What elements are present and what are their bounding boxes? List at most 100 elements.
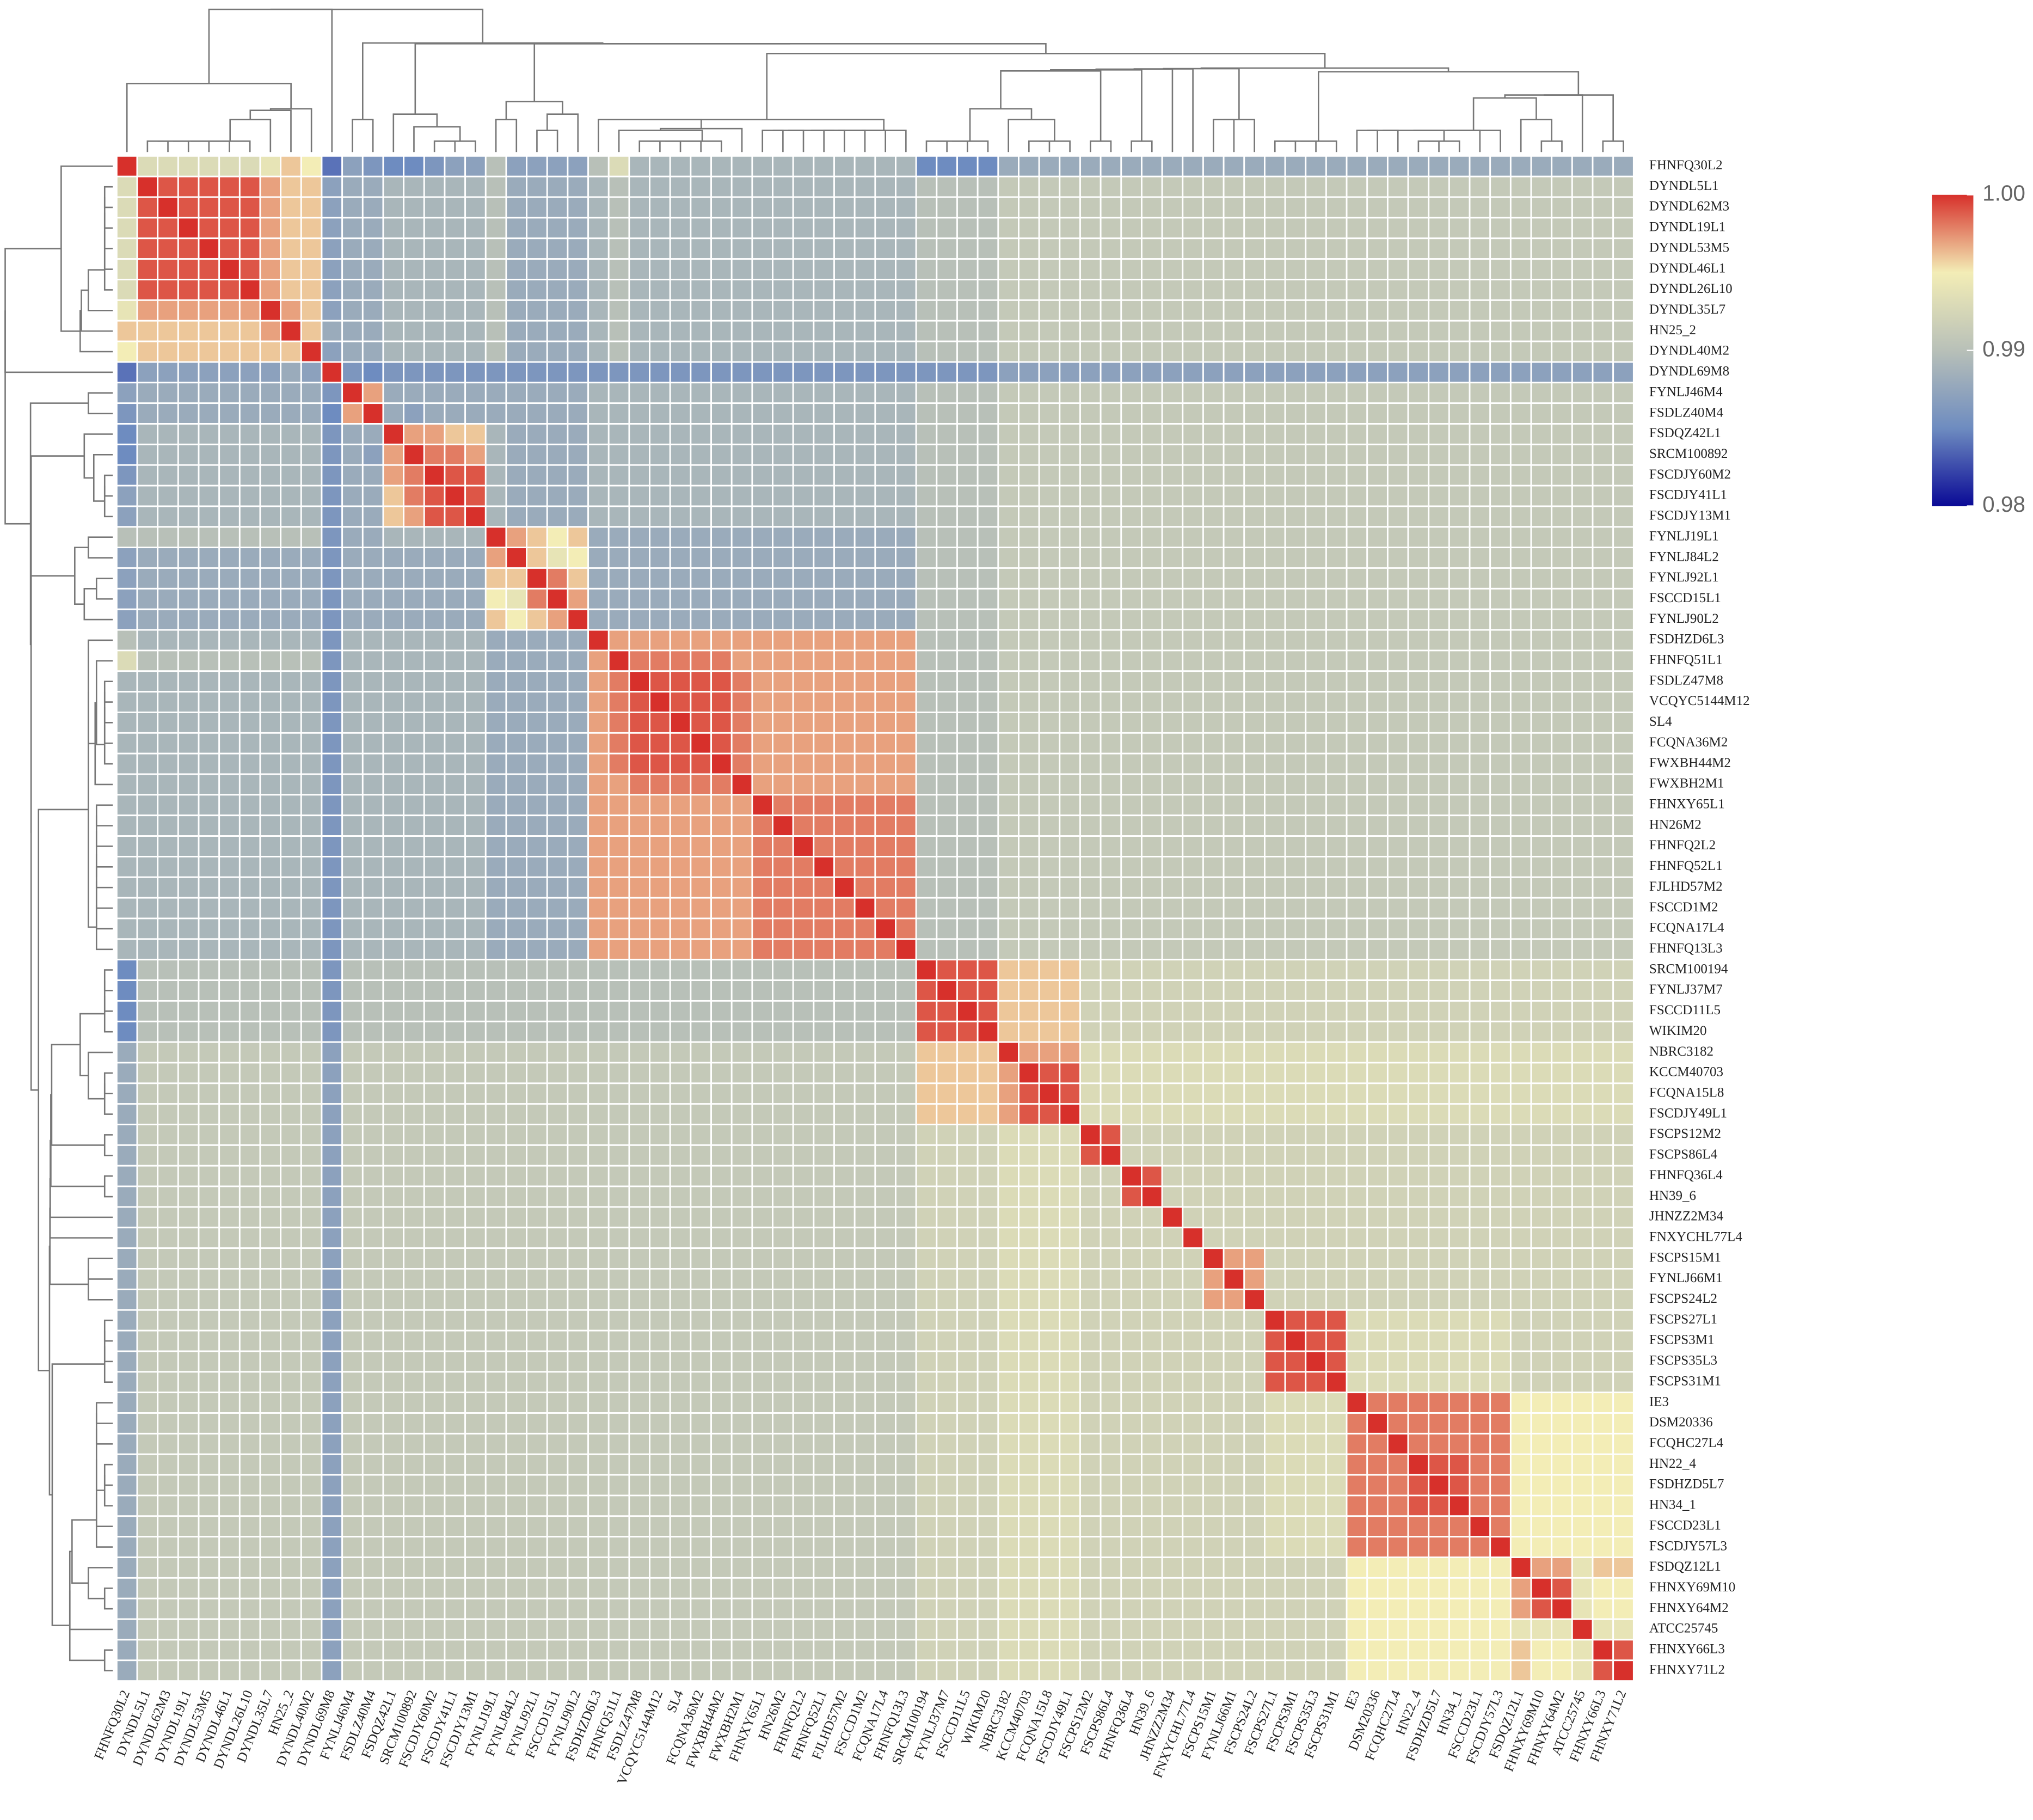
heatmap-cell: [1469, 299, 1491, 322]
heatmap-cell: [1264, 732, 1286, 755]
heatmap-cell: [710, 587, 733, 610]
heatmap-cell: [1612, 1000, 1635, 1022]
heatmap-cell: [423, 1185, 446, 1208]
heatmap-cell: [484, 1288, 507, 1311]
heatmap-cell: [115, 1103, 138, 1125]
heatmap-cell: [1366, 1392, 1389, 1414]
heatmap-cell: [218, 361, 241, 384]
heatmap-cell: [1346, 1268, 1368, 1290]
heatmap-cell: [444, 649, 466, 672]
heatmap-cell: [136, 1494, 159, 1517]
heatmap-cell: [218, 464, 241, 487]
heatmap-cell: [567, 1329, 589, 1352]
heatmap-cell: [567, 1165, 589, 1187]
heatmap-cell: [833, 1392, 856, 1414]
heatmap-cell: [1407, 1432, 1430, 1455]
heatmap-cell: [198, 587, 220, 610]
heatmap-cell: [1509, 1350, 1532, 1373]
heatmap-cell: [1284, 1103, 1307, 1125]
heatmap-cell: [1448, 835, 1471, 857]
heatmap-cell: [1141, 1329, 1163, 1352]
heatmap-cell: [1346, 1392, 1368, 1414]
heatmap-cell: [936, 320, 958, 342]
heatmap-cell: [751, 1206, 773, 1229]
heatmap-cell: [936, 649, 958, 672]
heatmap-cell: [136, 217, 159, 240]
heatmap-cell: [444, 485, 466, 507]
heatmap-cell: [403, 1371, 425, 1394]
heatmap-cell: [587, 1432, 610, 1455]
heatmap-cell: [710, 959, 733, 981]
heatmap-cell: [1325, 155, 1348, 177]
heatmap-cell: [546, 897, 569, 920]
heatmap-cell: [1428, 1227, 1450, 1249]
heatmap-cell: [730, 567, 753, 590]
heatmap-cell: [1366, 1412, 1389, 1435]
heatmap-cell: [1509, 1453, 1532, 1476]
heatmap-cell: [1038, 1124, 1061, 1146]
heatmap-cell: [464, 1350, 487, 1373]
heatmap-cell: [361, 670, 384, 693]
heatmap-cell: [997, 547, 1019, 569]
heatmap-cell: [1325, 258, 1348, 280]
heatmap-cell: [853, 1329, 876, 1352]
heatmap-cell: [1079, 1329, 1102, 1352]
heatmap-cell: [1202, 814, 1225, 837]
heatmap-cell: [1141, 732, 1163, 755]
heatmap-cell: [1509, 258, 1532, 280]
heatmap-cell: [1448, 1453, 1471, 1476]
heatmap-cell: [607, 155, 630, 177]
heatmap-cell: [177, 464, 200, 487]
heatmap-cell: [1284, 237, 1307, 260]
heatmap-cell: [751, 1124, 773, 1146]
heatmap-cell: [833, 547, 856, 569]
heatmap-cell: [792, 1392, 815, 1414]
heatmap-cell: [1305, 279, 1327, 301]
heatmap-cell: [1264, 464, 1286, 487]
heatmap-cell: [341, 382, 364, 405]
heatmap-cell: [669, 526, 692, 549]
heatmap-cell: [669, 1206, 692, 1229]
heatmap-cell: [956, 382, 979, 405]
heatmap-cell: [361, 1165, 384, 1187]
heatmap-cell: [792, 567, 815, 590]
heatmap-cell: [1161, 855, 1184, 878]
heatmap-cell: [1448, 691, 1471, 713]
heatmap-cell: [853, 1288, 876, 1311]
heatmap-cell: [1161, 1144, 1184, 1167]
heatmap-cell: [710, 485, 733, 507]
heatmap-cell: [423, 547, 446, 569]
heatmap-cell: [997, 1247, 1019, 1270]
heatmap-cell: [1018, 464, 1040, 487]
heatmap-cell: [607, 382, 630, 405]
heatmap-cell: [157, 423, 179, 445]
heatmap-cell: [1018, 712, 1040, 734]
heatmap-cell: [1305, 835, 1327, 857]
heatmap-cell: [1059, 1185, 1081, 1208]
heatmap-cell: [1038, 794, 1061, 817]
heatmap-cell: [1284, 835, 1307, 857]
heatmap-cell: [1059, 649, 1081, 672]
heatmap-cell: [1182, 649, 1204, 672]
heatmap-cell: [157, 1144, 179, 1167]
row-dendrogram-link: [95, 1493, 113, 1548]
heatmap-cell: [505, 279, 528, 301]
heatmap-cell: [1448, 526, 1471, 549]
heatmap-cell: [833, 814, 856, 837]
heatmap-cell: [1448, 649, 1471, 672]
heatmap-cell: [813, 547, 835, 569]
heatmap-cell: [484, 1309, 507, 1332]
heatmap-cell: [1141, 876, 1163, 899]
heatmap-cell: [874, 320, 896, 342]
heatmap-cell: [1264, 752, 1286, 775]
heatmap-cell: [1469, 423, 1491, 445]
heatmap-cell: [730, 938, 753, 961]
heatmap-cell: [300, 1041, 323, 1064]
heatmap-cell: [423, 1371, 446, 1394]
heatmap-cell: [1141, 1268, 1163, 1290]
heatmap-cell: [833, 1000, 856, 1022]
heatmap-cell: [444, 897, 466, 920]
heatmap-cell: [1161, 691, 1184, 713]
heatmap-cell: [136, 587, 159, 610]
heatmap-cell: [321, 361, 343, 384]
